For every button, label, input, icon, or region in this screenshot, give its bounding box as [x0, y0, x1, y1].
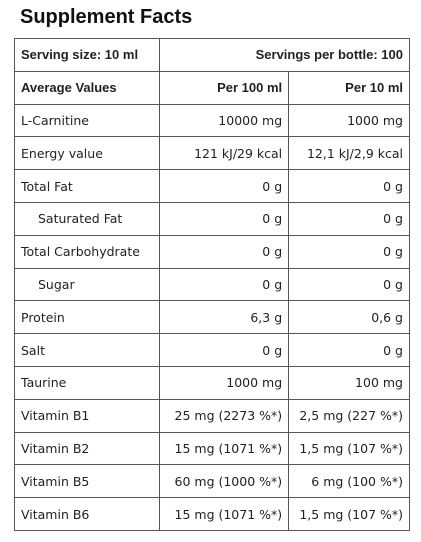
row-per100: 60 mg (1000 %*) — [159, 464, 290, 499]
table-row: Protein 6,3 g 0,6 g — [13, 300, 410, 335]
row-label: Sugar — [13, 267, 161, 302]
row-per10: 0 g — [288, 201, 410, 236]
row-per100: 15 mg (1071 %*) — [159, 431, 290, 466]
row-per10: 1,5 mg (107 %*) — [288, 497, 410, 531]
row-label: Total Carbohydrate — [13, 234, 161, 269]
header-average-values: Average Values — [13, 70, 161, 105]
row-per100: 0 g — [159, 267, 290, 302]
row-per100: 1000 mg — [159, 365, 290, 400]
row-per10: 100 mg — [288, 365, 410, 400]
row-per10: 0 g — [288, 267, 410, 302]
row-per10: 12,1 kJ/2,9 kcal — [288, 136, 410, 171]
serving-size: Serving size: 10 ml — [13, 38, 161, 72]
row-label: L-Carnitine — [13, 103, 161, 138]
row-label: Energy value — [13, 136, 161, 171]
serving-row: Serving size: 10 ml Servings per bottle:… — [13, 38, 410, 72]
table-row: Vitamin B2 15 mg (1071 %*) 1,5 mg (107 %… — [13, 431, 410, 466]
row-per100: 10000 mg — [159, 103, 290, 138]
table-row: Total Carbohydrate 0 g 0 g — [13, 234, 410, 269]
row-per10: 0,6 g — [288, 300, 410, 335]
row-per100: 15 mg (1071 %*) — [159, 497, 290, 531]
table-header-row: Average Values Per 100 ml Per 10 ml — [13, 70, 410, 105]
row-label: Protein — [13, 300, 161, 335]
table-row: Salt 0 g 0 g — [13, 333, 410, 367]
row-per100: 6,3 g — [159, 300, 290, 335]
row-label: Taurine — [13, 365, 161, 400]
row-per10: 0 g — [288, 234, 410, 269]
row-per100: 25 mg (2273 %*) — [159, 398, 290, 433]
row-per10: 2,5 mg (227 %*) — [288, 398, 410, 433]
row-label: Vitamin B2 — [13, 431, 161, 466]
row-label: Total Fat — [13, 169, 161, 203]
row-per10: 0 g — [288, 169, 410, 203]
row-per100: 0 g — [159, 333, 290, 367]
servings-per-bottle: Servings per bottle: 100 — [159, 38, 410, 72]
table-row: Sugar 0 g 0 g — [13, 267, 410, 302]
row-per100: 0 g — [159, 169, 290, 203]
header-per-10ml: Per 10 ml — [288, 70, 410, 105]
table-row: Vitamin B6 15 mg (1071 %*) 1,5 mg (107 %… — [13, 497, 410, 531]
row-label: Vitamin B6 — [13, 497, 161, 531]
row-per10: 1,5 mg (107 %*) — [288, 431, 410, 466]
table-row: Total Fat 0 g 0 g — [13, 169, 410, 203]
table-row: Vitamin B5 60 mg (1000 %*) 6 mg (100 %*) — [13, 464, 410, 499]
row-per100: 0 g — [159, 201, 290, 236]
row-per100: 0 g — [159, 234, 290, 269]
row-per10: 6 mg (100 %*) — [288, 464, 410, 499]
row-label: Saturated Fat — [13, 201, 161, 236]
table-row: Taurine 1000 mg 100 mg — [13, 365, 410, 400]
supplement-facts-table: Serving size: 10 ml Servings per bottle:… — [13, 38, 410, 531]
row-per100: 121 kJ/29 kcal — [159, 136, 290, 171]
row-label: Vitamin B5 — [13, 464, 161, 499]
header-per-100ml: Per 100 ml — [159, 70, 290, 105]
table-row: Saturated Fat 0 g 0 g — [13, 201, 410, 236]
row-label: Vitamin B1 — [13, 398, 161, 433]
table-row: Vitamin B1 25 mg (2273 %*) 2,5 mg (227 %… — [13, 398, 410, 433]
table-row: Energy value 121 kJ/29 kcal 12,1 kJ/2,9 … — [13, 136, 410, 171]
row-label: Salt — [13, 333, 161, 367]
row-per10: 0 g — [288, 333, 410, 367]
table-row: L-Carnitine 10000 mg 1000 mg — [13, 103, 410, 138]
page-title: Supplement Facts — [20, 6, 193, 28]
row-per10: 1000 mg — [288, 103, 410, 138]
